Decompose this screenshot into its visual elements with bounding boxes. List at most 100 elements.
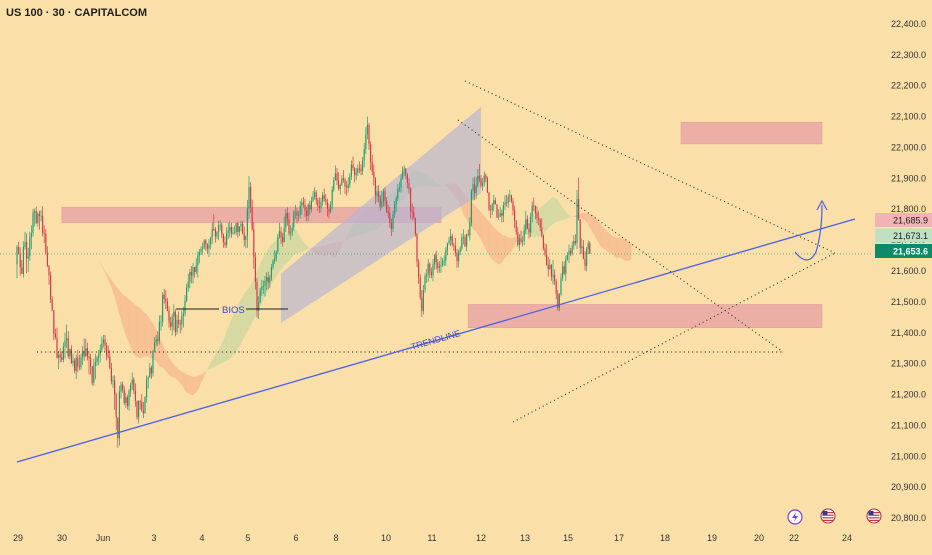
candle-body: [111, 368, 112, 381]
candle-body: [496, 204, 497, 217]
candle-body: [263, 286, 264, 287]
candle-body: [255, 258, 256, 282]
cloud-segment: [87, 238, 89, 239]
cloud-segment: [625, 240, 627, 261]
candle-body: [464, 237, 465, 247]
cloud-segment: [588, 214, 590, 228]
cloud-segment: [551, 197, 553, 225]
cloud-segment: [132, 302, 134, 354]
candle-body: [245, 236, 246, 240]
cloud-segment: [161, 341, 163, 368]
candle-body: [56, 337, 57, 358]
cloud-segment: [615, 237, 617, 258]
candle-body: [568, 251, 569, 255]
cloud-segment: [591, 215, 593, 234]
cloud-segment: [308, 246, 310, 249]
candle-body: [180, 324, 181, 325]
candle-body: [240, 224, 241, 227]
candle-body: [402, 171, 403, 179]
candle-body: [178, 320, 179, 324]
cloud-segment: [148, 317, 150, 358]
candle-body: [391, 223, 392, 229]
candle-body: [292, 227, 293, 233]
candle-body: [383, 191, 384, 202]
candle-body: [452, 236, 453, 245]
cloud-segment: [86, 238, 88, 239]
cloud-segment: [199, 375, 201, 388]
candle-body: [287, 213, 288, 219]
upper-supply-zone: [681, 122, 822, 144]
cloud-segment: [574, 215, 576, 216]
candle-body: [514, 210, 515, 221]
candle-body: [68, 338, 69, 356]
price-label-text: 21,673.1: [893, 231, 928, 241]
candle-body: [125, 397, 126, 403]
candle-body: [448, 240, 449, 243]
candle-body: [264, 281, 265, 286]
candle-body: [200, 249, 201, 252]
cloud-segment: [567, 213, 569, 218]
cloud-segment: [126, 297, 128, 340]
cloud-segment: [251, 282, 253, 326]
candle-body: [117, 418, 118, 439]
candle-body: [128, 391, 129, 406]
cloud-segment: [70, 254, 72, 256]
cloud-segment: [187, 374, 189, 393]
candle-body: [368, 125, 369, 144]
candle-body: [463, 237, 464, 238]
cloud-segment: [172, 362, 174, 377]
candle-body: [212, 229, 213, 237]
candle-body: [39, 214, 40, 216]
cloud-segment: [219, 346, 221, 364]
candle-body: [216, 231, 217, 236]
candle-body: [64, 340, 65, 346]
candle-body: [573, 241, 574, 246]
candle-body: [96, 358, 97, 362]
candle-body: [312, 197, 313, 201]
candle-body: [88, 357, 89, 358]
candle-body: [165, 299, 166, 302]
cloud-segment: [299, 234, 301, 253]
candle-body: [405, 169, 406, 175]
candle-body: [487, 178, 488, 192]
candle-body: [584, 258, 585, 265]
candle-body: [485, 175, 486, 178]
candle-body: [336, 173, 337, 180]
candle-body: [300, 206, 301, 215]
cloud-segment: [115, 284, 117, 303]
candle-body: [431, 272, 432, 275]
candle-body: [253, 229, 254, 257]
candle-body: [44, 233, 45, 234]
candle-body: [554, 275, 555, 282]
cloud-segment: [307, 245, 309, 249]
x-tick-label: 5: [245, 533, 250, 543]
x-tick-label: 29: [13, 533, 23, 543]
candle-body: [176, 320, 177, 332]
candle-body: [469, 223, 470, 235]
candle-body: [93, 365, 94, 382]
cloud-segment: [489, 221, 491, 257]
cloud-segment: [209, 363, 211, 370]
candle-body: [456, 253, 457, 261]
candle-body: [479, 176, 480, 179]
candle-body: [320, 202, 321, 208]
candle-body: [394, 204, 395, 214]
candle-body: [269, 278, 270, 282]
y-tick-label: 22,200.0: [891, 81, 926, 91]
candle-body: [432, 264, 433, 275]
candle-body: [364, 149, 365, 160]
candle-body: [218, 225, 219, 231]
candle-body: [223, 234, 224, 242]
cloud-segment: [227, 328, 229, 361]
candle-body: [40, 216, 41, 217]
cloud-segment: [99, 258, 101, 262]
candle-body: [344, 180, 345, 187]
candle-body: [359, 169, 360, 170]
cloud-segment: [110, 278, 112, 287]
candle-body: [365, 134, 366, 149]
cloud-segment: [543, 204, 545, 234]
candle-body: [357, 169, 358, 173]
candle-body: [450, 236, 451, 240]
